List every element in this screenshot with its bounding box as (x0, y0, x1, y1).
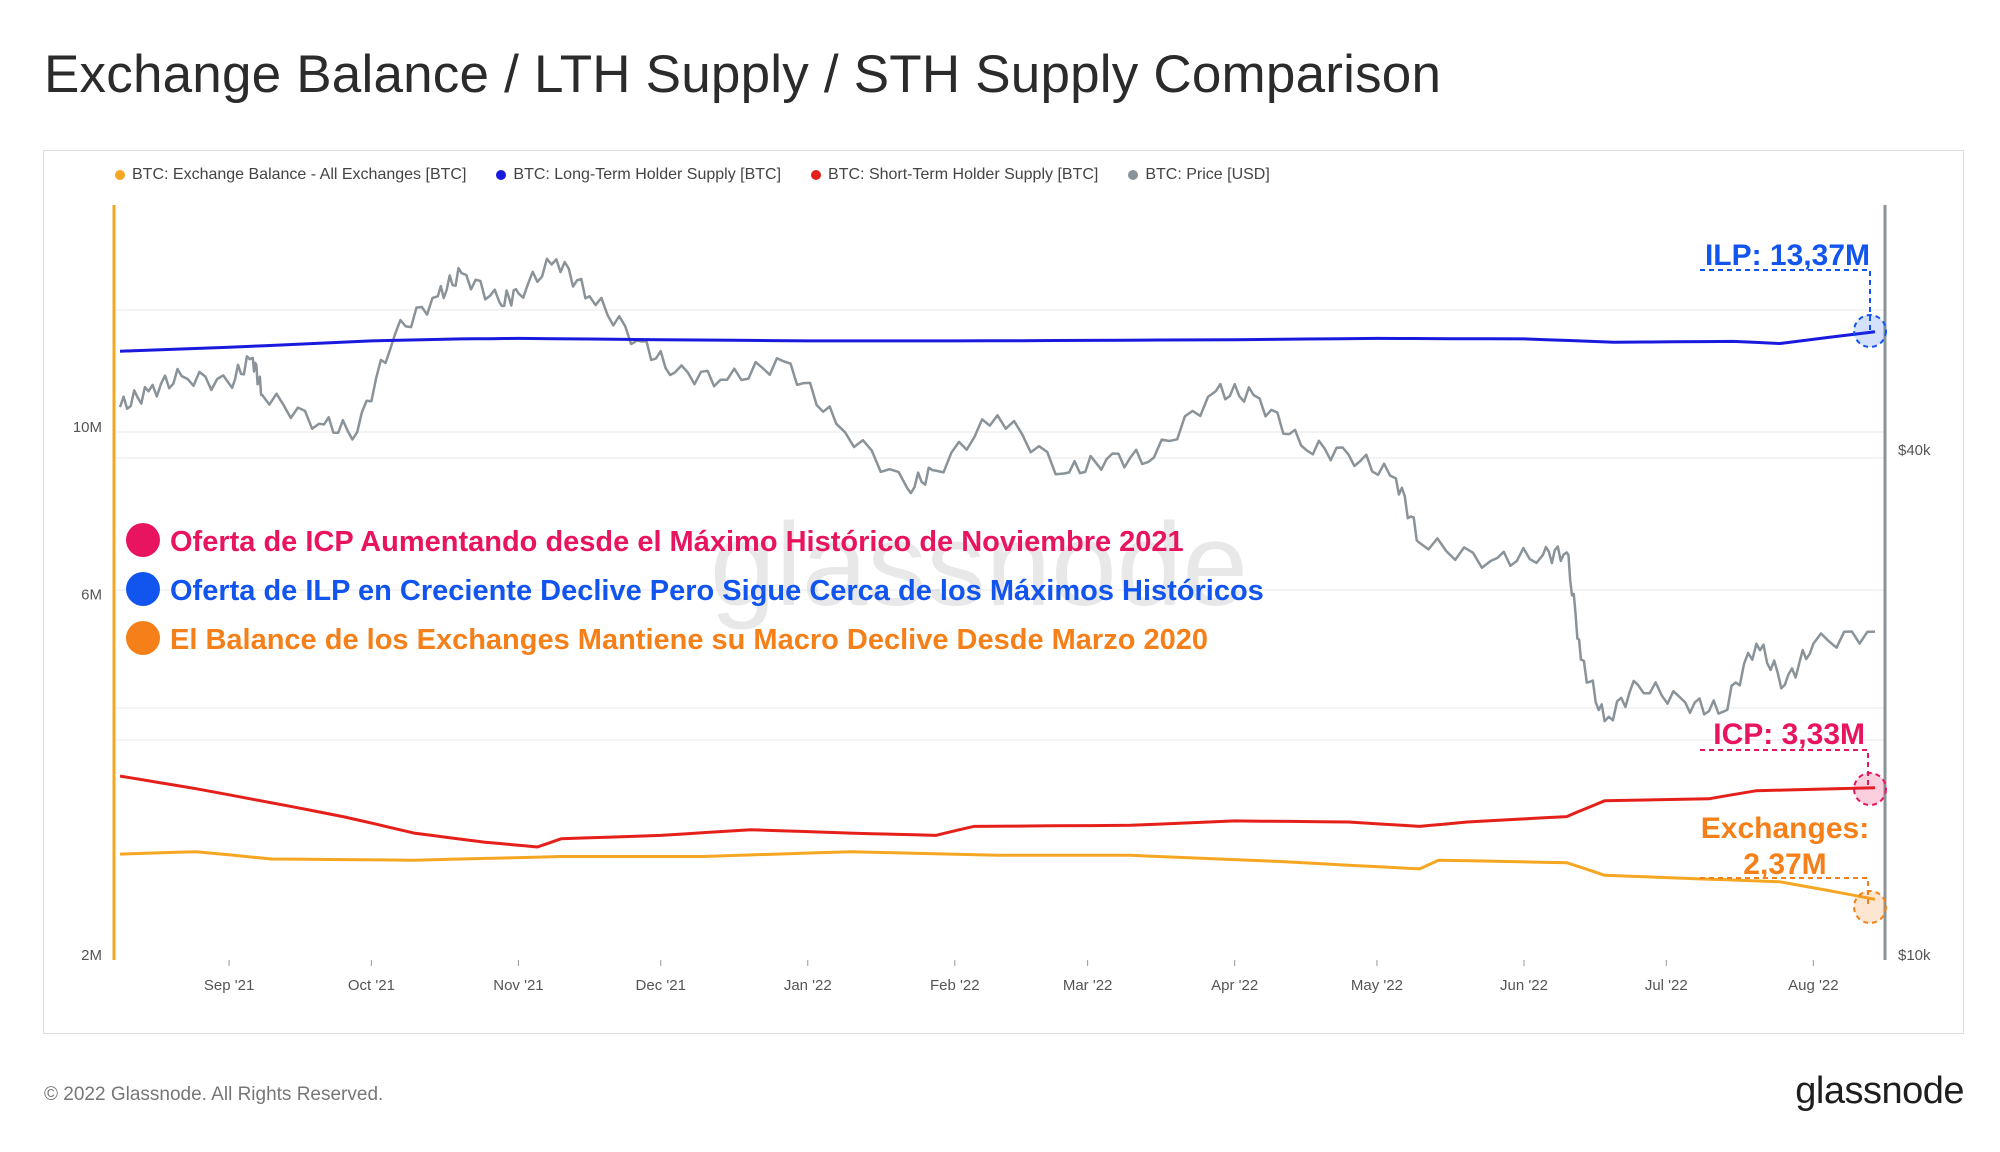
watermark-text: glassnode (710, 499, 1248, 631)
annotation-text-sth: Oferta de ICP Aumentando desde el Máximo… (170, 526, 1184, 558)
x-axis-ticks: Sep '21 Oct '21 Nov '21 Dec '21 Jan '22 Feb '… (204, 960, 1839, 994)
annotation-text-exchange: El Balance de los Exchanges Mantiene su … (170, 624, 1208, 656)
brand-logo: glassnode (1795, 1070, 1964, 1112)
series-sth-supply-line (119, 774, 1876, 849)
legend-item-price[interactable]: BTC: Price [USD] (1128, 166, 1270, 184)
legend-dot-sth-supply (811, 170, 822, 180)
legend-item-sth-supply[interactable]: BTC: Short-Term Holder Supply [BTC] (811, 166, 1098, 184)
y-right-tick-label: $40k (1898, 442, 1931, 459)
legend-label-price: BTC: Price [USD] (1145, 166, 1270, 183)
end-leader-sth (1700, 749, 1869, 787)
x-tick-label: Oct '21 (348, 977, 395, 994)
x-tick-label: Jun '22 (1500, 977, 1548, 994)
series-lth-supply-line (119, 330, 1876, 353)
annotation-bullet-sth (126, 523, 160, 557)
x-tick-label: Nov '21 (493, 977, 543, 994)
legend-dot-price (1128, 170, 1139, 180)
x-tick-label: Jul '22 (1645, 977, 1688, 994)
page-title: Exchange Balance / LTH Supply / STH Supp… (44, 45, 1442, 104)
legend-item-exchange-balance[interactable]: BTC: Exchange Balance - All Exchanges [B… (115, 166, 466, 184)
end-leader-exchange (1700, 877, 1869, 905)
end-label-exchange-line1: Exchanges: (1701, 812, 1869, 845)
x-tick-label: Aug '22 (1788, 977, 1838, 994)
x-tick-label: May '22 (1351, 977, 1403, 994)
series-exchange-balance-line (119, 850, 1876, 901)
end-marker-lth (1853, 314, 1887, 348)
legend-dot-exchange-balance (115, 170, 125, 180)
x-tick-label: Mar '22 (1063, 977, 1113, 994)
y-left-tick-label: 10M (73, 419, 102, 436)
legend-dot-lth-supply (496, 170, 507, 180)
x-tick-label: Jan '22 (784, 977, 832, 994)
copyright-footer: © 2022 Glassnode. All Rights Reserved. (44, 1084, 384, 1105)
x-tick-label: Apr '22 (1211, 977, 1258, 994)
chart-frame (43, 150, 1964, 1034)
y-left-tick-label: 2M (81, 947, 102, 964)
legend-item-lth-supply[interactable]: BTC: Long-Term Holder Supply [BTC] (496, 166, 781, 184)
legend-label-sth-supply: BTC: Short-Term Holder Supply [BTC] (828, 166, 1099, 183)
y-right-axis-ticks: $40k $10k (1898, 442, 1931, 964)
y-left-axis-ticks: 10M 6M 2M (73, 419, 102, 964)
end-label-sth: ICP: 3,33M (1713, 718, 1865, 751)
end-marker-sth (1853, 772, 1887, 806)
x-tick-label: Feb '22 (930, 977, 980, 994)
legend-label-lth-supply: BTC: Long-Term Holder Supply [BTC] (513, 166, 782, 183)
end-leader-lth (1700, 269, 1871, 330)
legend-label-exchange-balance: BTC: Exchange Balance - All Exchanges [B… (132, 166, 467, 183)
y-right-tick-label: $10k (1898, 947, 1931, 964)
end-label-exchange-line2: 2,37M (1743, 848, 1826, 881)
annotation-bullet-exchange (126, 621, 160, 655)
series-group (118, 257, 1876, 901)
y-left-tick-label: 6M (81, 587, 102, 604)
series-price-line (118, 257, 1876, 723)
annotation-text-lth: Oferta de ILP en Creciente Declive Pero … (170, 575, 1264, 607)
x-tick-label: Dec '21 (636, 977, 686, 994)
gridlines (114, 309, 1885, 741)
chart-legend: BTC: Exchange Balance - All Exchanges [B… (115, 166, 1270, 184)
end-label-lth: ILP: 13,37M (1705, 239, 1870, 272)
end-marker-exchange (1853, 890, 1887, 924)
annotation-bullet-lth (126, 572, 160, 606)
x-tick-label: Sep '21 (204, 977, 254, 994)
